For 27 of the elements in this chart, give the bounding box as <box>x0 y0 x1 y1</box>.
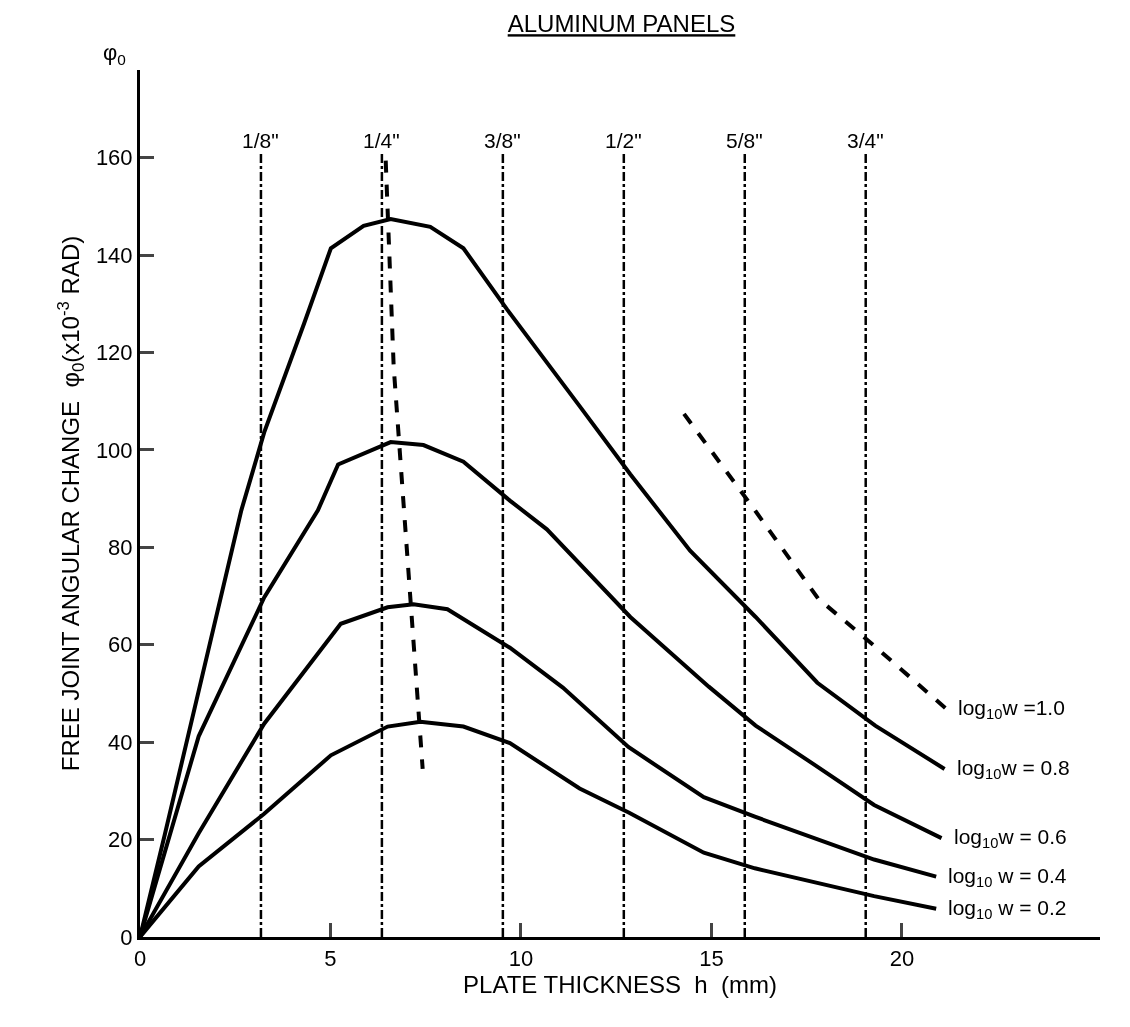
y-tick-label: 140 <box>95 242 133 268</box>
x-axis-title: PLATE THICKNESS h (mm) <box>463 971 777 999</box>
series-label: log$_{10}$w = 0.6 <box>954 825 1067 852</box>
x-tick-label: 15 <box>699 946 724 972</box>
x-tick-label: 20 <box>889 946 915 972</box>
annotation: 1/2" <box>605 129 642 152</box>
series-label: log$_{10}$w =1.0 <box>958 696 1065 723</box>
annotation: 3/8" <box>484 129 521 152</box>
text: φ$_{0}$ <box>103 40 126 68</box>
annotation: 5/8" <box>726 129 763 152</box>
x-tick-label: 10 <box>508 946 534 972</box>
chart-title: ALUMINUM PANELS <box>507 10 736 38</box>
y-tick-label: 80 <box>108 535 133 561</box>
y-tick-label: 160 <box>95 145 133 171</box>
y-tick-label: 40 <box>108 729 133 755</box>
series-label: log$_{10}$ w = 0.4 <box>948 864 1067 891</box>
annotation: 3/4" <box>847 129 884 152</box>
y-tick-label: 20 <box>108 827 133 853</box>
series-label: log$_{10}$w = 0.8 <box>957 756 1070 783</box>
y-tick-label: 0 <box>120 924 133 950</box>
series-label: log$_{10}$ w = 0.2 <box>948 896 1067 923</box>
y-tick-label: 100 <box>95 437 133 463</box>
x-tick-label: 5 <box>324 946 337 972</box>
y-tick-label: 120 <box>95 340 133 366</box>
annotation: 1/8" <box>242 129 279 152</box>
annotation: 1/4" <box>363 129 400 152</box>
y-tick-label: 60 <box>108 632 133 658</box>
